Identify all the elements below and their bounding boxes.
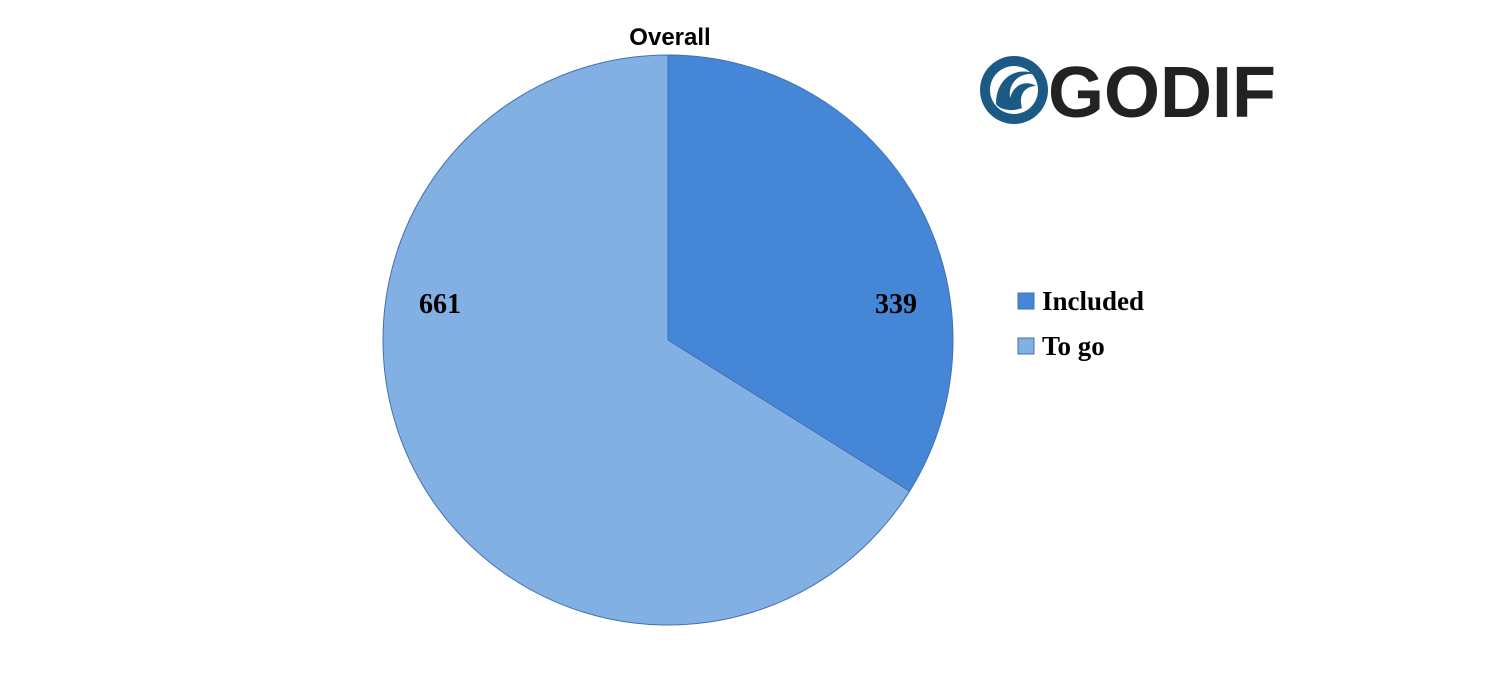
legend-swatch — [1017, 337, 1035, 355]
data-label: 661 — [419, 289, 461, 320]
pie-slice — [382, 54, 911, 626]
pie-slice — [667, 54, 954, 492]
chart-title: Overall — [629, 24, 710, 51]
legend-swatch — [1017, 292, 1035, 310]
logo-wave — [996, 71, 1036, 111]
legend-label: To go — [1042, 331, 1105, 361]
legend-label: Included — [1042, 286, 1144, 316]
data-label: 339 — [875, 289, 917, 320]
logo: GODIF — [980, 53, 1276, 133]
logo-text: GODIF — [1048, 53, 1276, 133]
